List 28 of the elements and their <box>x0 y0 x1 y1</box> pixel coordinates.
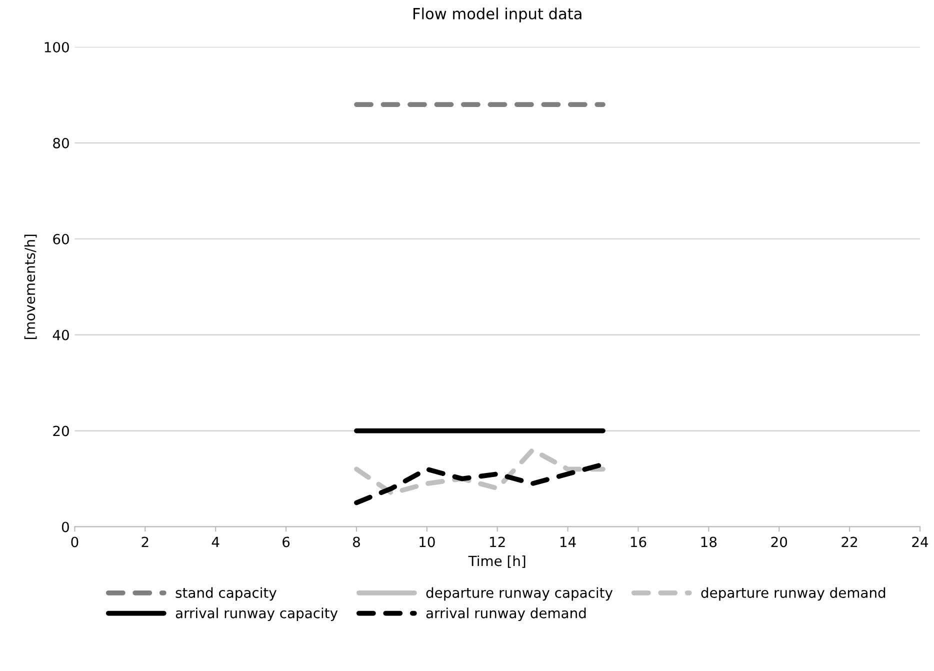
y-tick-label: 60 <box>53 234 69 244</box>
x-tick-label: 16 <box>630 536 646 548</box>
x-tick-label: 0 <box>71 536 78 548</box>
x-tick-label: 24 <box>912 536 928 548</box>
legend-label: departure runway demand <box>701 587 886 601</box>
y-tick-label: 40 <box>52 330 69 340</box>
x-tick-label: 4 <box>212 536 220 548</box>
x-tick-label: 12 <box>490 536 505 548</box>
y-tick-label: 100 <box>44 42 69 52</box>
x-tick-label: 6 <box>282 536 290 548</box>
line-series <box>354 448 606 496</box>
x-axis-title: Time [h] <box>468 555 526 568</box>
x-tick-label: 14 <box>560 536 576 548</box>
y-tick-label: 0 <box>62 522 69 532</box>
chart-title: Flow model input data <box>413 8 582 22</box>
legend-label: stand capacity <box>176 587 276 601</box>
x-tick-label: 20 <box>771 536 788 548</box>
y-tick-label: 80 <box>53 138 69 148</box>
x-tick-label: 8 <box>353 536 360 548</box>
y-axis-title: [movements/h] <box>24 234 37 339</box>
x-tick-label: 18 <box>701 536 717 548</box>
y-tick-label: 20 <box>53 426 69 436</box>
legend-label: arrival runway demand <box>426 608 586 622</box>
x-tick-label: 2 <box>142 536 148 548</box>
legend-label: arrival runway capacity <box>176 608 338 622</box>
x-tick-label: 10 <box>420 536 435 548</box>
legend-label: departure runway capacity <box>426 587 613 601</box>
x-tick-label: 22 <box>842 536 857 548</box>
